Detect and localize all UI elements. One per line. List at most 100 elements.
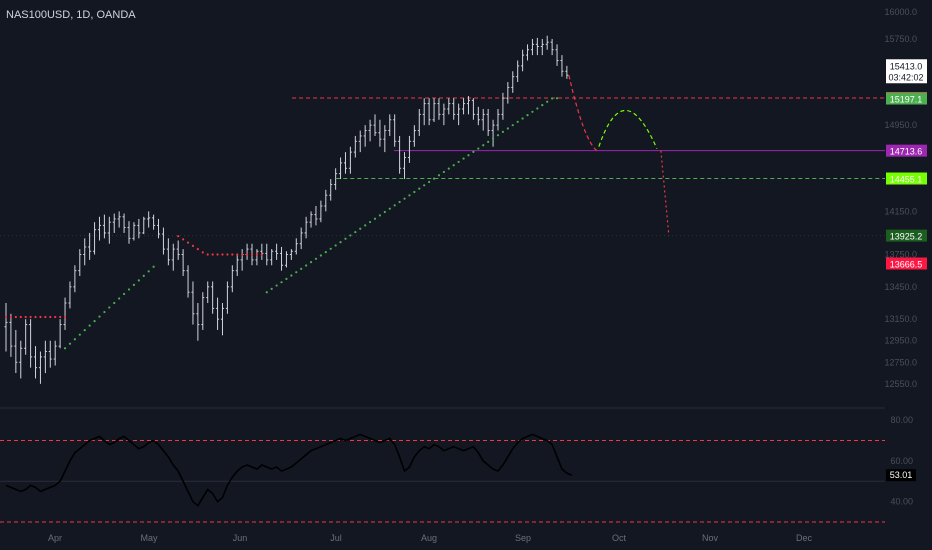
y-tick-label: 13750.0 bbox=[884, 250, 917, 260]
price-label: 13666.5 bbox=[890, 259, 923, 269]
price-label-time: 03:42:02 bbox=[888, 72, 923, 82]
y-tick-label: 12750.0 bbox=[884, 357, 917, 367]
trailing-stop-dot bbox=[152, 265, 155, 268]
trailing-stop-dot bbox=[423, 184, 426, 187]
x-tick-label: Sep bbox=[515, 533, 531, 543]
trailing-stop-dot bbox=[255, 253, 259, 256]
trailing-stop-dot bbox=[457, 160, 460, 164]
projection-up-arrow bbox=[598, 109, 658, 149]
trailing-stop-dot bbox=[496, 134, 500, 137]
trailing-stop-dot bbox=[265, 291, 268, 294]
trailing-stop-dot bbox=[555, 97, 559, 100]
trailing-stop-dot bbox=[452, 164, 455, 167]
trailing-stop-dot bbox=[305, 264, 308, 267]
x-tick-label: Dec bbox=[796, 533, 813, 543]
y-tick-label: 13150.0 bbox=[884, 314, 917, 324]
trailing-stop-dot bbox=[329, 247, 332, 250]
price-label-box bbox=[886, 144, 927, 157]
trailing-stop-dot bbox=[24, 315, 27, 319]
trailing-stop-dot bbox=[250, 253, 254, 256]
projection-drop-line bbox=[660, 150, 670, 236]
x-tick-label: Oct bbox=[612, 533, 627, 543]
trailing-stop-dot bbox=[482, 144, 485, 147]
trailing-stop-dot bbox=[231, 253, 234, 256]
price-label-box bbox=[886, 92, 927, 105]
trailing-stop-dot bbox=[142, 274, 145, 277]
price-label-box bbox=[886, 59, 927, 84]
trailing-stop-dot bbox=[447, 167, 450, 170]
trailing-stop-dot bbox=[344, 237, 347, 240]
price-label: 15413.0 bbox=[890, 61, 923, 71]
trailing-stop-dot bbox=[186, 241, 190, 244]
trailing-stop-dot bbox=[260, 253, 263, 256]
trailing-stop-dot bbox=[526, 114, 529, 117]
trailing-stop-dot bbox=[516, 120, 519, 123]
trailing-stop-dot bbox=[324, 251, 327, 254]
trailing-stop-dot bbox=[403, 197, 406, 200]
trailing-stop-dot bbox=[9, 315, 13, 319]
price-label-box bbox=[886, 172, 927, 185]
trailing-stop-dot bbox=[216, 253, 219, 256]
x-tick-label: Apr bbox=[48, 533, 62, 543]
trailing-stop-dot bbox=[378, 214, 382, 217]
x-tick-label: Jun bbox=[233, 533, 248, 543]
trailing-stop-dot bbox=[290, 274, 293, 277]
price-label-box bbox=[886, 229, 927, 242]
trailing-stop-dot bbox=[241, 253, 244, 256]
trailing-stop-dot bbox=[103, 310, 106, 314]
trailing-stop-dot bbox=[506, 127, 509, 130]
trailing-stop-dot bbox=[49, 315, 52, 319]
trailing-stop-dot bbox=[551, 97, 554, 100]
price-label: 14713.6 bbox=[890, 147, 923, 157]
trailing-stop-dot bbox=[93, 320, 96, 323]
y-tick-label: 12950.0 bbox=[884, 336, 917, 346]
x-tick-label: May bbox=[140, 533, 158, 543]
trailing-stop-dot bbox=[521, 117, 524, 120]
trailing-stop-dot bbox=[295, 271, 298, 274]
price-label: 14455.1 bbox=[890, 175, 923, 185]
rsi-line bbox=[5, 433, 573, 507]
trailing-stop-dot bbox=[29, 315, 32, 319]
trailing-stop-dot bbox=[546, 100, 549, 103]
chart-title: NAS100USD, 1D, OANDA bbox=[6, 9, 136, 21]
trailing-stop-dot bbox=[83, 329, 86, 332]
trailing-stop-dot bbox=[127, 288, 131, 291]
trailing-stop-dot bbox=[196, 248, 199, 251]
trailing-stop-dot bbox=[68, 342, 72, 345]
y-tick-label: 12550.0 bbox=[884, 379, 917, 389]
price-label-box bbox=[886, 257, 927, 270]
y-tick-label: 14950.0 bbox=[884, 120, 917, 130]
trailing-stop-dot bbox=[541, 104, 544, 107]
trailing-stop-dot bbox=[236, 253, 239, 256]
trailing-stop-dot bbox=[428, 180, 431, 184]
trailing-stop-dot bbox=[275, 284, 278, 287]
trailing-stop-dot bbox=[418, 187, 421, 190]
trailing-stop-dot bbox=[137, 279, 140, 282]
trailing-stop-dot bbox=[309, 261, 313, 264]
trailing-stop-dot bbox=[34, 315, 37, 319]
trailing-stop-dot bbox=[206, 253, 209, 256]
trailing-stop-dot bbox=[98, 315, 101, 318]
trailing-stop-dot bbox=[491, 137, 495, 140]
trailing-stop-dot bbox=[383, 210, 386, 214]
trailing-stop-dot bbox=[63, 315, 67, 319]
trailing-stop-dot bbox=[4, 315, 8, 319]
trailing-stop-dot bbox=[14, 315, 17, 319]
price-label: 13925.2 bbox=[890, 232, 923, 242]
trailing-stop-dot bbox=[226, 253, 229, 256]
y-tick-label: 15750.0 bbox=[884, 34, 917, 44]
price-label: 15197.1 bbox=[890, 95, 923, 105]
y-tick-label: 13450.0 bbox=[884, 282, 917, 292]
trailing-stop-dot bbox=[54, 315, 57, 319]
trailing-stop-dot bbox=[467, 154, 470, 157]
trailing-stop-dot bbox=[487, 140, 490, 143]
trailing-stop-dot bbox=[182, 238, 185, 241]
trailing-stop-dot bbox=[368, 220, 372, 224]
trailing-stop-dot bbox=[339, 241, 342, 244]
trailing-stop-dot bbox=[245, 253, 249, 256]
trailing-stop-dot bbox=[78, 333, 81, 336]
x-tick-label: Nov bbox=[702, 533, 719, 543]
rsi-tick-label: 80.00 bbox=[890, 415, 913, 425]
